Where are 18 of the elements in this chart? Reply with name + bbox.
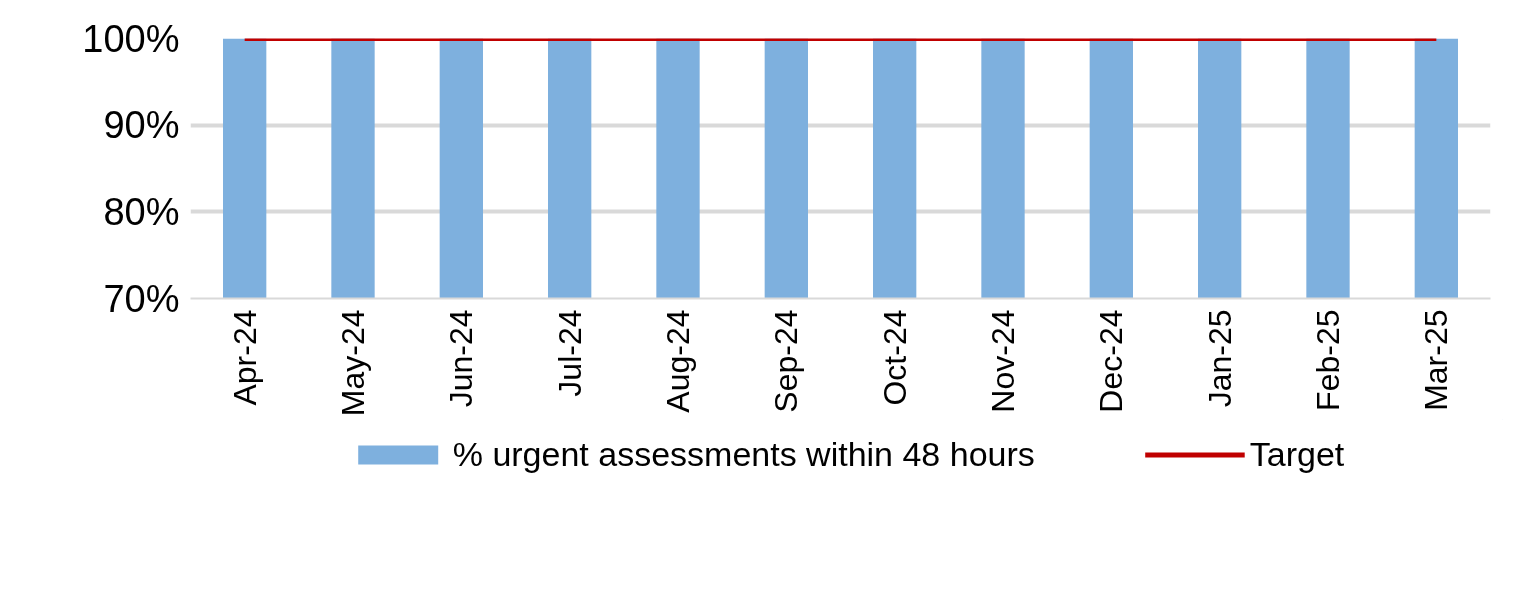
x-tick-label: Jun-24 — [443, 309, 480, 408]
x-tick-label: Aug-24 — [660, 309, 696, 413]
x-tick-label: Nov-24 — [985, 309, 1021, 413]
x-tick-label: Mar-25 — [1418, 309, 1455, 411]
x-tick-label: May-24 — [335, 309, 371, 417]
legend-label: Target — [1249, 434, 1345, 474]
y-tick-label: 90% — [103, 104, 180, 147]
x-tick-label: Oct-24 — [876, 309, 913, 406]
x-tick-label: Jan-25 — [1201, 309, 1238, 408]
x-tick-label: Dec-24 — [1093, 309, 1130, 413]
x-tick-label: Jul-24 — [551, 309, 588, 397]
y-tick-label: 70% — [103, 277, 180, 320]
x-tick-label: Feb-25 — [1310, 309, 1346, 411]
y-tick-label: 80% — [103, 190, 180, 233]
x-tick-label: Sep-24 — [768, 309, 805, 413]
y-tick-label: 100% — [82, 17, 180, 60]
legend-label: % urgent assessments within 48 hours — [452, 434, 1035, 474]
x-tick-label: Apr-24 — [226, 309, 263, 406]
